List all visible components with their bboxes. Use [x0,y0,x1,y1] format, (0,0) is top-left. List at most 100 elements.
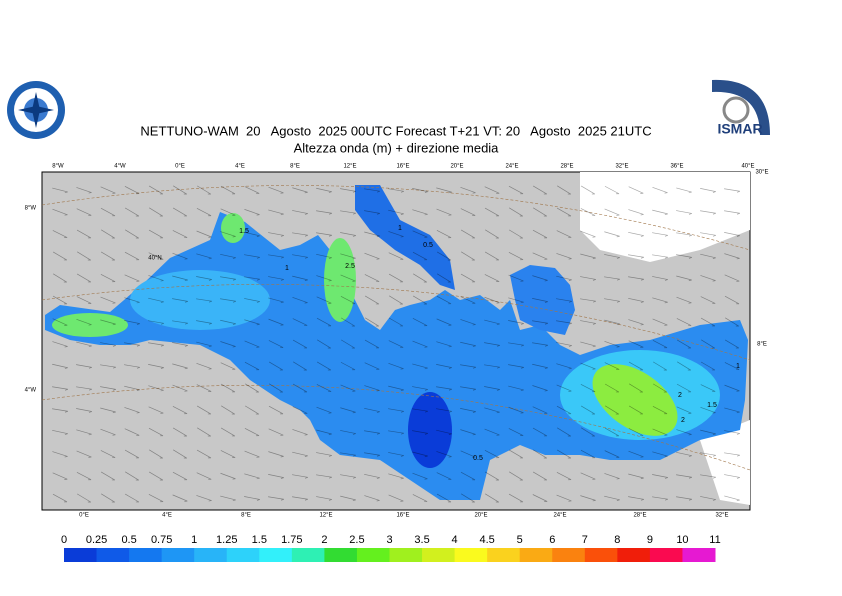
arrow [556,342,572,347]
arrow [220,185,236,195]
arrow [652,318,668,326]
arrow [508,251,524,261]
arrow [460,341,476,347]
arrow [172,207,188,217]
arrow [484,342,500,347]
arrow [652,496,669,501]
arrow [556,320,573,325]
arrow [604,362,620,370]
arrow [124,364,141,369]
arrow [604,208,620,216]
arrow [628,361,644,371]
colorbar-label: 10 [676,534,688,546]
arrow [628,405,644,415]
sea-zone [592,364,678,436]
arrow [412,472,428,480]
arrow [628,276,645,281]
arrow [652,254,669,259]
contour-label: 1.5 [707,402,717,409]
arrow [292,187,308,194]
arrow [724,317,740,327]
lat-label: 8°W [25,206,37,212]
arrow [580,362,596,370]
arrow [148,252,164,260]
inner-label: 8°E [757,342,767,348]
arrow [484,251,500,261]
arrow [436,472,452,480]
colorbar-swatch [389,548,423,562]
arrow [292,339,308,349]
arrow [148,185,164,195]
arrow [100,207,116,217]
arrow [244,298,260,303]
arrow [604,405,620,415]
arrow [436,230,452,239]
arrow [364,210,380,215]
colorbar-label: 3.5 [414,534,429,546]
arrow [100,407,116,414]
arrow [532,471,548,481]
arrow [532,427,548,437]
lon-label: 4°E [235,164,245,170]
arrow [316,253,332,259]
arrow [436,273,452,283]
arrow [508,320,524,325]
arrow [100,493,116,503]
lon-label: 0°E [79,513,89,519]
arrow [436,208,452,216]
arrow [388,317,404,327]
lon-label: 8°W [52,164,64,170]
arrow [460,386,477,391]
arrow [556,363,572,370]
arrow [724,495,740,502]
arrow [244,319,260,326]
arrow [196,320,212,325]
colorbar-label: 1.75 [281,534,302,546]
arrow [460,208,476,216]
arrow [676,187,692,194]
arrow [124,342,141,347]
arrow [244,340,260,348]
arrow [148,275,164,282]
arrow [124,251,140,261]
arrow [76,471,92,481]
arrow [52,295,68,305]
arrow [412,363,428,370]
arrow [76,450,92,458]
arrow [556,405,572,415]
arrow [52,273,68,283]
arrow [268,186,284,194]
arrow [364,407,380,413]
colorbar-swatch [487,548,521,562]
arrow [364,362,380,370]
arrow [628,450,644,458]
lon-label: 28°E [633,513,646,519]
arrow [124,297,140,304]
arrow [124,385,140,391]
arrow [388,408,405,413]
arrow [124,274,140,282]
colorbar-swatch [291,548,325,562]
arrow [244,473,260,480]
arrow [220,298,237,303]
logo-text: ISMAR [717,121,762,137]
arrow [652,451,668,458]
arrow [340,339,356,349]
colorbar-swatch [422,548,456,562]
colorbar-swatch [682,548,716,562]
arrow [556,230,572,238]
arrow [124,407,140,414]
colorbar-label: 0.25 [86,534,107,546]
arrow [364,339,380,349]
arrow [172,384,188,392]
arrow [268,254,285,259]
arrow [532,207,548,217]
arrow [604,276,621,281]
arrow [148,471,164,481]
arrow [244,276,261,281]
arrow [508,274,524,282]
arrow [460,229,476,239]
arrow [172,449,188,459]
contour-label: 2.5 [345,263,355,270]
arrow [388,231,404,238]
